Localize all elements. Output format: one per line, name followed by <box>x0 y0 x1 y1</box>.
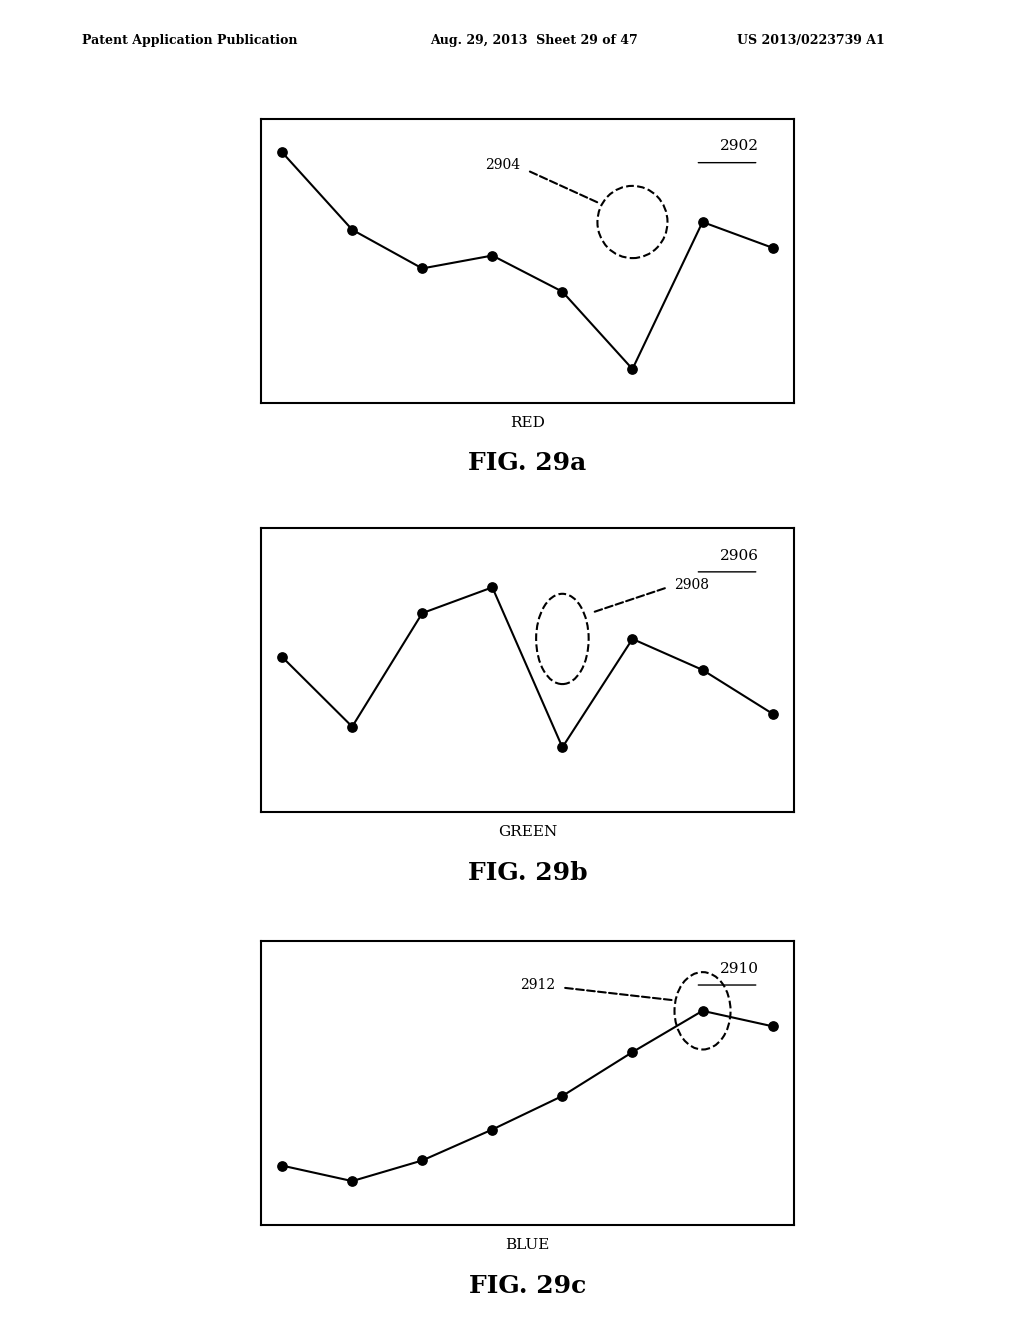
Text: US 2013/0223739 A1: US 2013/0223739 A1 <box>737 34 885 48</box>
Point <box>554 1085 570 1106</box>
Point <box>484 246 501 267</box>
Text: 2906: 2906 <box>720 549 759 562</box>
Text: FIG. 29a: FIG. 29a <box>468 451 587 475</box>
Point <box>554 281 570 302</box>
Point <box>625 628 641 649</box>
Text: 2912: 2912 <box>520 978 555 993</box>
Text: 2904: 2904 <box>485 158 520 172</box>
Text: BLUE: BLUE <box>505 1238 550 1253</box>
Point <box>625 359 641 380</box>
Point <box>554 737 570 758</box>
Point <box>764 238 780 259</box>
Point <box>274 141 291 162</box>
Point <box>694 660 711 681</box>
Text: FIG. 29c: FIG. 29c <box>469 1274 586 1298</box>
Point <box>344 1171 360 1192</box>
Point <box>694 1001 711 1022</box>
Point <box>764 1016 780 1038</box>
Point <box>274 1155 291 1176</box>
Text: 2910: 2910 <box>720 962 759 975</box>
Point <box>414 257 430 279</box>
Text: 2902: 2902 <box>720 140 759 153</box>
Point <box>764 704 780 725</box>
Text: Patent Application Publication: Patent Application Publication <box>82 34 297 48</box>
Text: FIG. 29b: FIG. 29b <box>468 861 587 884</box>
Text: Aug. 29, 2013  Sheet 29 of 47: Aug. 29, 2013 Sheet 29 of 47 <box>430 34 638 48</box>
Point <box>274 647 291 668</box>
Point <box>484 1119 501 1140</box>
Point <box>344 219 360 240</box>
Point <box>484 577 501 598</box>
Text: RED: RED <box>510 416 545 430</box>
Point <box>625 1041 641 1063</box>
Text: 2908: 2908 <box>675 578 710 591</box>
Text: GREEN: GREEN <box>498 825 557 840</box>
Point <box>344 715 360 737</box>
Point <box>694 211 711 232</box>
Point <box>414 602 430 624</box>
Point <box>414 1150 430 1171</box>
